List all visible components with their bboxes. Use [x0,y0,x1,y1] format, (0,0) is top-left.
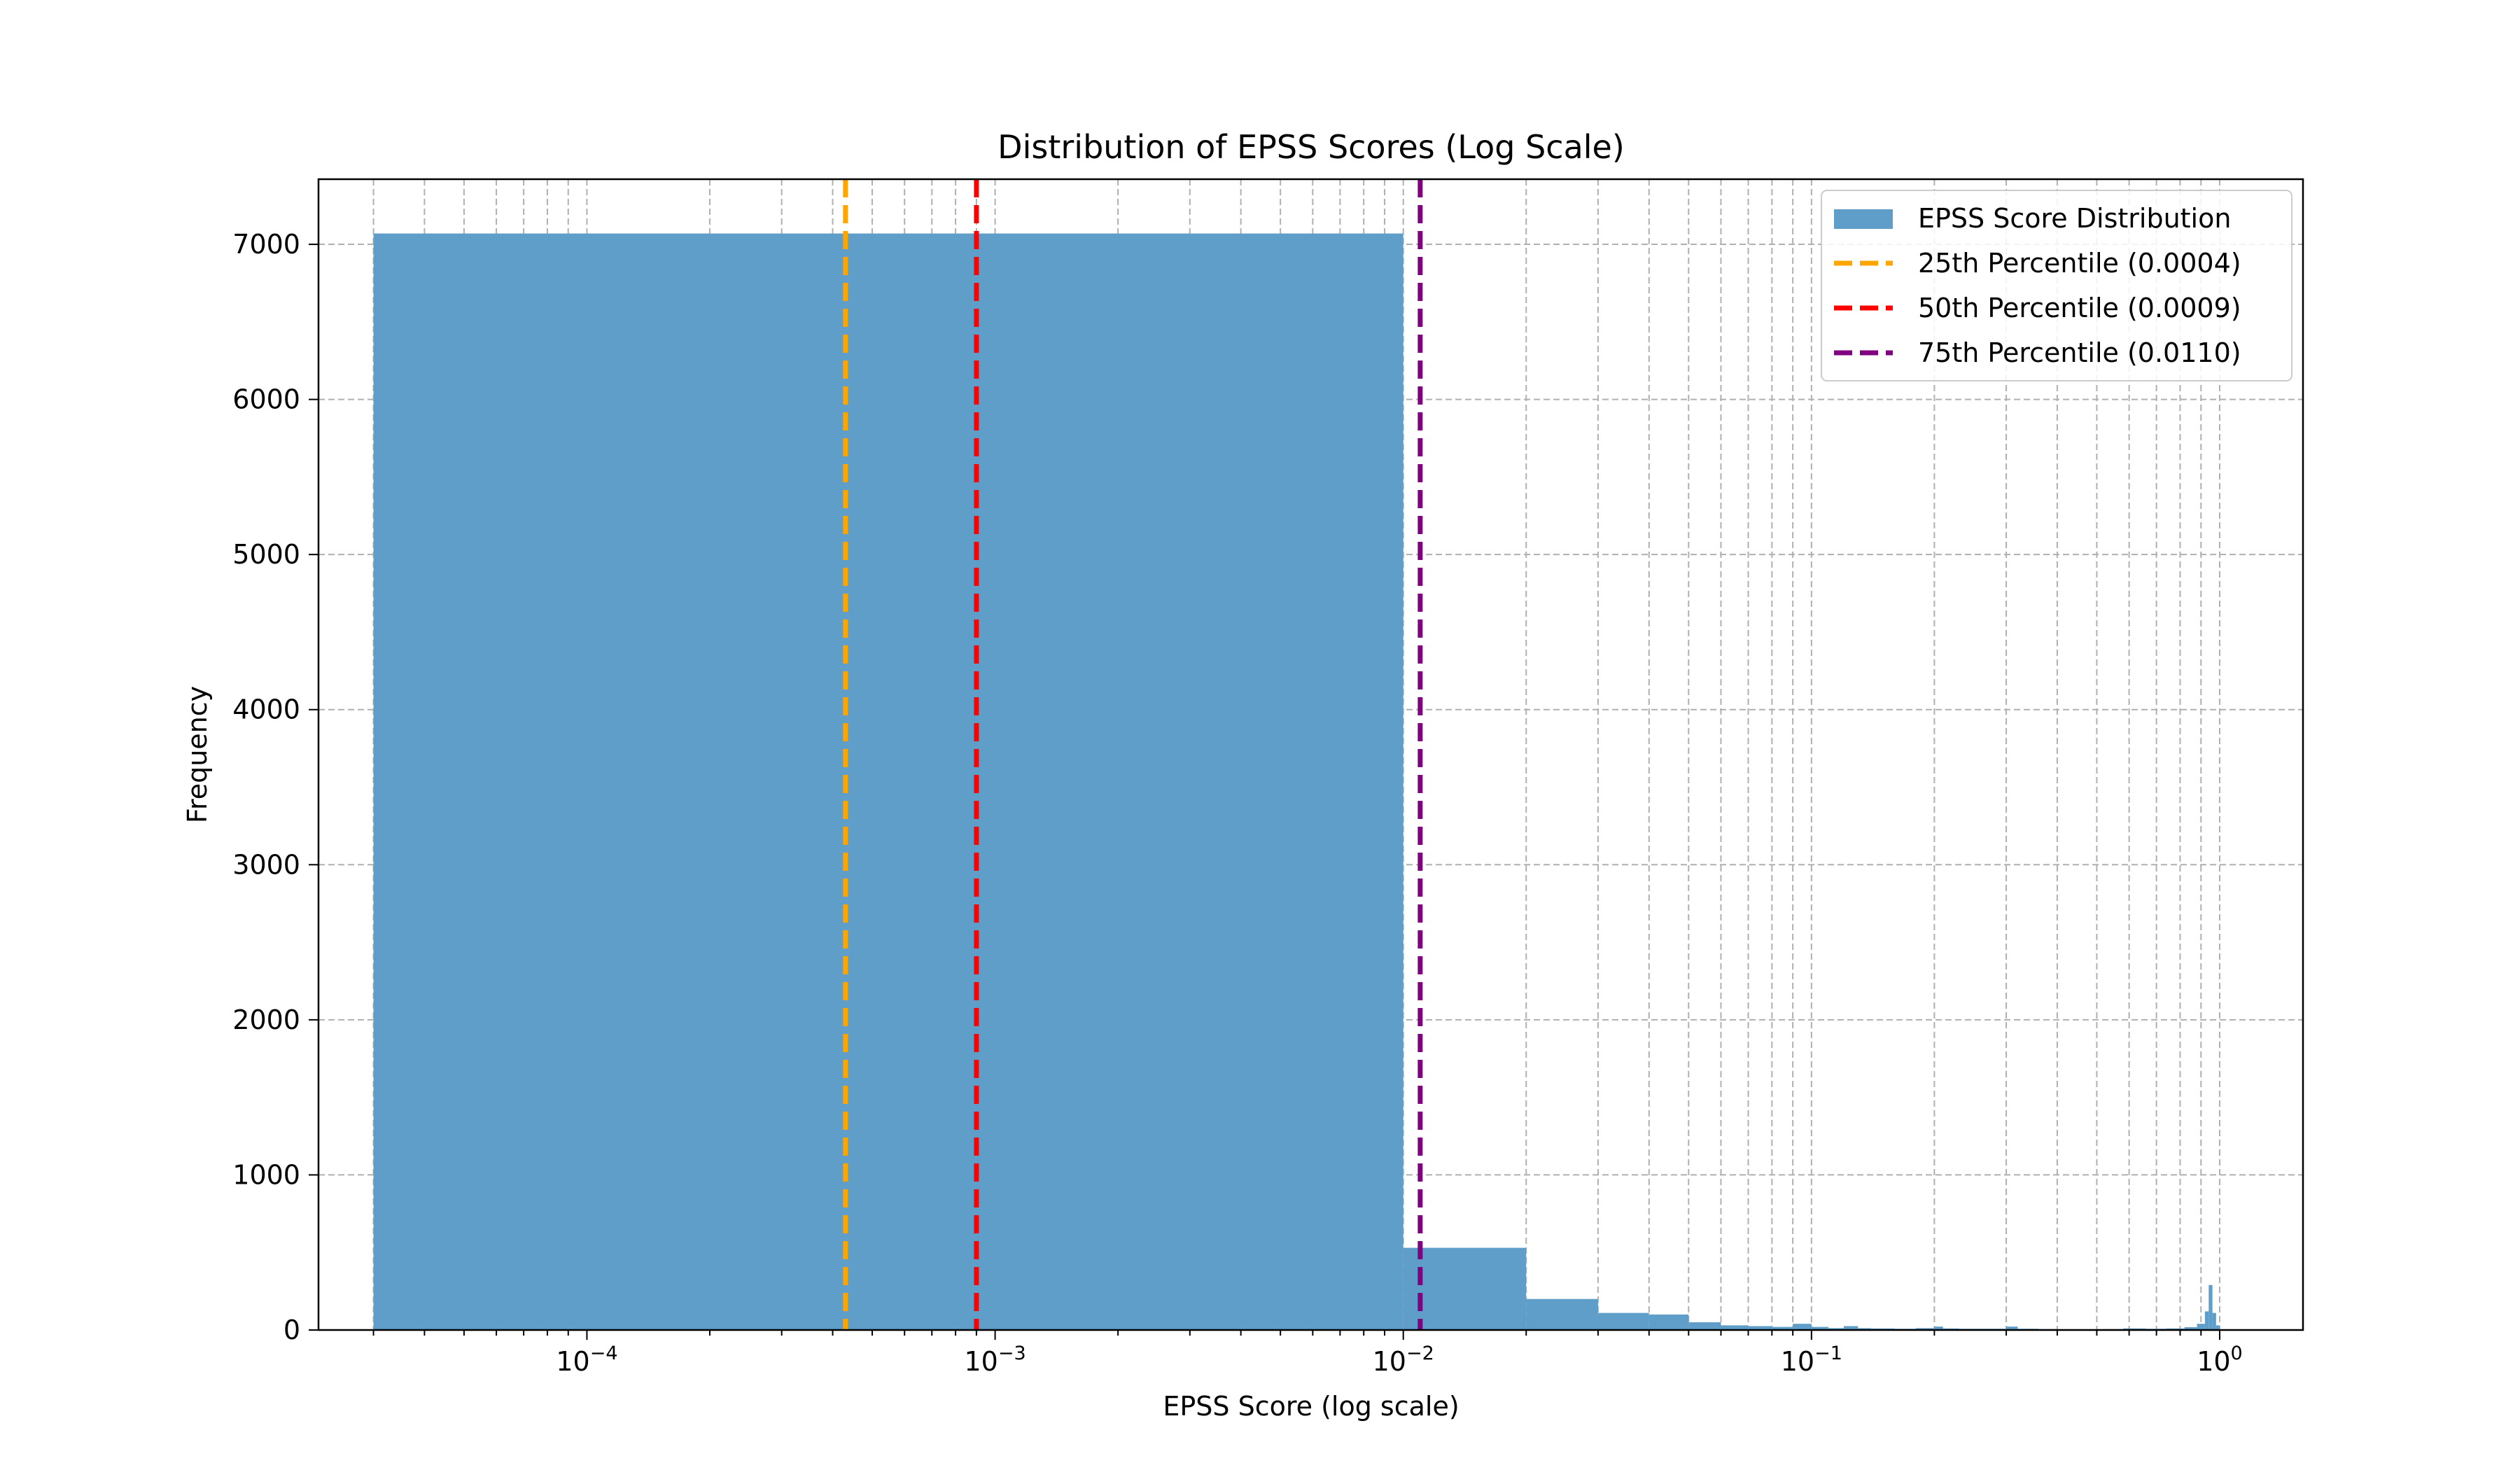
y-tick-label: 7000 [232,229,300,260]
histogram-bar [1597,1312,1649,1330]
legend-entry-label: 75th Percentile (0.0110) [1918,337,2241,368]
histogram-bar [1793,1324,1812,1330]
histogram-bar [1934,1326,1943,1330]
histogram-bar [1688,1322,1721,1330]
y-tick-label: 6000 [232,384,300,415]
legend-entry-label: 25th Percentile (0.0004) [1918,248,2241,279]
chart-title: Distribution of EPSS Scores (Log Scale) [997,128,1625,166]
histogram-bar [2197,1324,2205,1330]
histogram-bar [1844,1326,1858,1330]
legend-box [1821,190,2292,382]
histogram-bar [1748,1326,1772,1330]
histogram-bar [1858,1328,1872,1330]
histogram-bar [1721,1325,1749,1330]
x-tick-label: 10−4 [556,1343,617,1377]
histogram-bar [1828,1328,1844,1330]
legend-swatch [1834,209,1893,229]
plot-frame [317,178,2304,1331]
histogram-bars [373,233,2220,1331]
histogram-bar [1772,1326,1793,1330]
y-axis-ticks: 0 1000 2000 3000 4000 5000 6000 7000 [232,229,318,1345]
x-tick-label: 10−3 [964,1343,1026,1377]
x-tick-label: 10−2 [1373,1343,1434,1377]
y-axis-label: Frequency [182,686,213,823]
histogram-bar [2212,1312,2216,1330]
y-tick-label: 0 [284,1315,300,1345]
histogram-bar [1811,1326,1828,1330]
histogram-bar [2184,1327,2197,1330]
histogram-bar [1526,1298,1598,1330]
x-tick-label: 10−1 [1781,1343,1842,1377]
y-tick-label: 5000 [232,539,300,570]
histogram-bar [2204,1311,2209,1330]
legend-entry-label: EPSS Score Distribution [1918,203,2231,234]
histogram-bar [2208,1284,2213,1330]
histogram-bar [2216,1325,2220,1330]
percentile-lines [843,179,1423,1330]
histogram-bar [1915,1328,1935,1330]
x-axis-ticks: 10−4 10−3 10−2 10−1 100 [372,1330,2243,1377]
legend-entry-label: 50th Percentile (0.0009) [1918,293,2241,323]
y-tick-label: 3000 [232,849,300,880]
histogram-bar [1648,1314,1689,1330]
y-tick-label: 1000 [232,1159,300,1190]
y-tick-label: 2000 [232,1004,300,1035]
histogram-bar [2006,1326,2018,1330]
x-tick-label: 100 [2197,1343,2243,1377]
legend: EPSS Score Distribution 25th Percentile (… [1821,190,2292,382]
x-axis-label: EPSS Score (log scale) [1163,1391,1459,1422]
histogram-bar [373,233,1404,1331]
y-tick-label: 4000 [232,694,300,725]
histogram-bar [1403,1247,1527,1330]
